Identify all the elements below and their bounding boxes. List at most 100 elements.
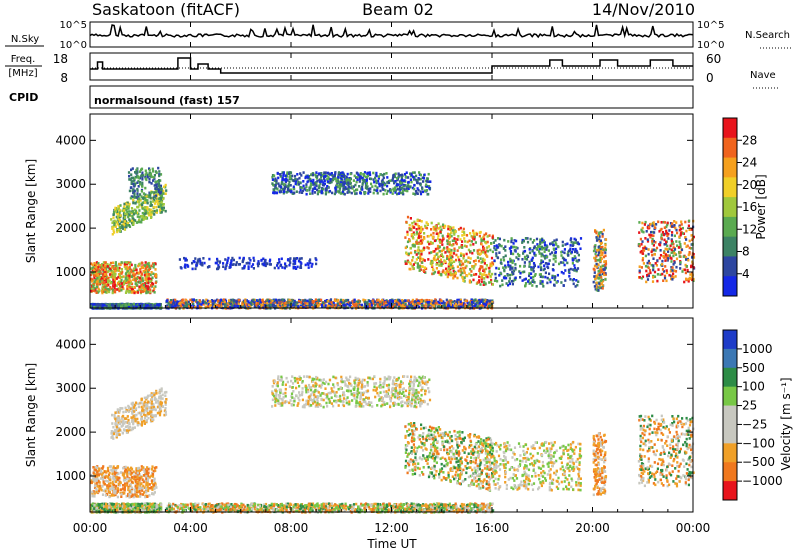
echo-cell (395, 302, 398, 306)
echo-cell (480, 249, 483, 253)
echo-cell (447, 263, 450, 266)
echo-cell (141, 201, 144, 205)
echo-cell (425, 183, 428, 186)
echo-cell (440, 273, 443, 277)
echo-cell (354, 192, 357, 196)
echo-cell (229, 302, 233, 306)
echo-cell (96, 274, 99, 277)
echo-cell (217, 299, 220, 302)
echo-cell (453, 304, 456, 307)
echo-cell (139, 193, 142, 196)
echo-cell (128, 213, 131, 216)
echo-cell (473, 264, 476, 268)
echo-cell (141, 175, 144, 179)
echo-cell (141, 277, 144, 280)
echo-cell (285, 265, 288, 268)
echo-cell (315, 184, 318, 188)
echo-cell (92, 283, 95, 286)
echo-cell (416, 262, 419, 265)
echo-cell (458, 263, 462, 266)
echo-cell (225, 263, 228, 266)
echo-cell (192, 298, 195, 301)
echo-cell (519, 276, 522, 279)
echo-cell (448, 260, 451, 264)
echo-cell (440, 264, 443, 267)
echo-cell (246, 261, 249, 265)
echo-cell (393, 175, 396, 179)
echo-cell (571, 262, 574, 265)
echo-cell (448, 299, 451, 302)
echo-cell (105, 291, 108, 294)
nsearch-label: N.Search (745, 30, 790, 41)
echo-cell (111, 274, 114, 278)
echo-cell (125, 225, 128, 229)
echo-cell (117, 304, 120, 307)
echo-cell (127, 207, 130, 210)
echo-cell (230, 259, 233, 263)
echo-cell (245, 303, 249, 307)
nave-label: Nave (750, 70, 776, 81)
echo-cell (399, 174, 402, 177)
echo-cell (418, 226, 421, 230)
echo-cell (448, 304, 451, 308)
echo-cell (523, 270, 526, 274)
echo-cell (211, 299, 214, 303)
echo-cell (424, 224, 427, 228)
echo-cell (432, 225, 435, 229)
echo-cell (414, 190, 418, 193)
echo-cell (298, 299, 301, 303)
echo-cell (146, 268, 149, 272)
echo-cell (380, 183, 383, 186)
echo-cell (215, 261, 218, 265)
echo-cell (258, 306, 261, 309)
echo-cell (450, 261, 454, 265)
echo-cell (150, 216, 153, 219)
echo-cell (414, 304, 417, 307)
echo-cell (432, 228, 436, 231)
echo-cell (316, 302, 319, 305)
echo-cell (187, 300, 190, 304)
echo-cell (488, 304, 491, 307)
echo-cell (110, 218, 113, 221)
echo-cell (107, 266, 110, 270)
echo-cell (93, 280, 96, 284)
echo-cell (287, 303, 290, 307)
echo-cell (128, 271, 131, 275)
echo-cell (126, 222, 130, 225)
echo-cell (154, 180, 157, 184)
echo-cell (296, 178, 299, 181)
echo-cell (368, 299, 371, 303)
echo-cell (369, 173, 372, 177)
echo-cell (433, 250, 436, 253)
echo-cell (395, 300, 398, 303)
echo-cell (461, 262, 464, 266)
echo-cell (300, 257, 303, 260)
echo-cell (377, 304, 381, 307)
echo-cell (162, 191, 165, 195)
echo-cell (222, 298, 225, 301)
echo-cell (332, 301, 335, 304)
echo-cell (106, 263, 109, 266)
echo-cell (250, 301, 253, 304)
echo-cell (158, 186, 162, 189)
echo-cell (309, 192, 312, 195)
echo-cell (322, 301, 325, 304)
echo-cell (273, 298, 276, 302)
echo-cell (156, 202, 159, 206)
echo-cell (449, 233, 452, 236)
echo-cell (109, 268, 112, 272)
echo-cell (413, 220, 416, 224)
echo-cell (419, 259, 422, 262)
echo-cell (134, 282, 137, 286)
echo-cell (102, 272, 105, 276)
echo-cell (139, 290, 142, 293)
echo-cell (93, 274, 96, 277)
echo-cell (237, 302, 240, 305)
echo-cell (381, 188, 384, 191)
echo-cell (383, 172, 386, 176)
echo-cell (435, 232, 438, 235)
echo-cell (468, 303, 471, 306)
echo-cell (301, 191, 304, 194)
echo-cell (345, 299, 348, 302)
echo-cell (125, 261, 128, 264)
